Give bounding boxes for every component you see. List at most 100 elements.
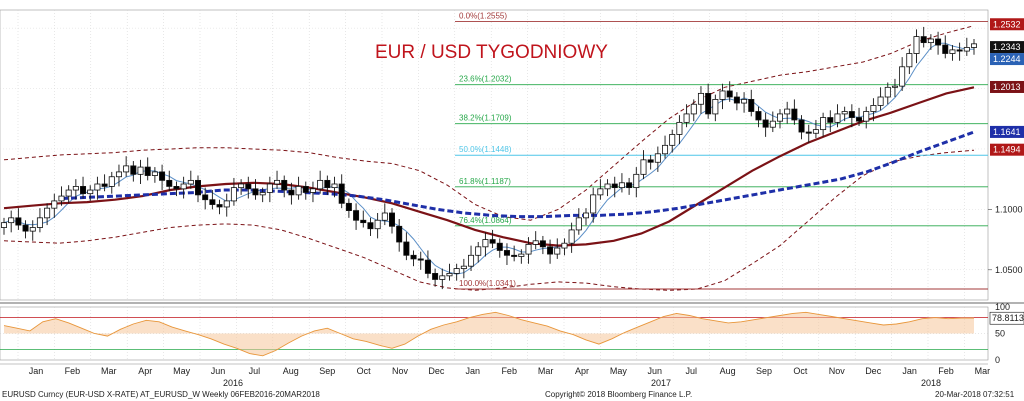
candle-body	[360, 219, 367, 224]
month-label: Aug	[720, 366, 736, 376]
month-label: Sep	[319, 366, 335, 376]
candle-body	[547, 246, 554, 255]
candle-body	[367, 222, 374, 230]
month-label: Oct	[357, 366, 372, 376]
candle-body	[29, 227, 36, 232]
candle-body	[388, 212, 395, 227]
candle-body	[281, 179, 288, 191]
moving-averages	[3, 42, 975, 275]
candle-body	[654, 153, 661, 163]
month-label: Sep	[756, 366, 772, 376]
oscillator-area	[4, 312, 974, 356]
candle-body	[841, 111, 848, 115]
candle-body	[662, 144, 669, 155]
price-tag-label: 1.2244	[993, 54, 1021, 64]
candle-body	[446, 273, 453, 277]
month-label: Nov	[829, 366, 846, 376]
candle-body	[87, 189, 94, 195]
candle-body	[187, 179, 194, 185]
candle-body	[130, 165, 137, 175]
candle-body	[209, 199, 216, 205]
candle-body	[353, 210, 360, 221]
candle-body	[123, 165, 130, 173]
price-tag-box	[990, 80, 1024, 93]
candle-body	[460, 265, 467, 269]
price-tick-label: 1.0500	[995, 265, 1023, 275]
price-tag: 1.1641	[990, 125, 1024, 138]
candle-body	[561, 242, 568, 249]
candle-body	[36, 217, 43, 228]
candle-body	[489, 239, 496, 244]
candle-body	[733, 96, 740, 104]
candle-body	[798, 119, 805, 133]
candle-body	[180, 183, 187, 190]
candle-body	[245, 183, 252, 190]
fib-level-label: 38.2%(1.1709)	[459, 114, 512, 123]
candle-body	[202, 194, 209, 201]
candle-body	[683, 113, 690, 123]
month-label: Mar	[975, 366, 991, 376]
candle-body	[575, 217, 582, 231]
month-label: Jul	[249, 366, 261, 376]
candle-body	[848, 111, 855, 118]
candle-body	[719, 90, 726, 100]
ma-short-line	[3, 42, 975, 275]
month-label: May	[610, 366, 628, 376]
grid	[0, 9, 1024, 361]
candle-body	[194, 179, 201, 196]
candle-body	[324, 179, 331, 189]
candle-body	[949, 49, 956, 54]
month-label: Jan	[902, 366, 917, 376]
candle-body	[115, 171, 122, 178]
candle-body	[870, 105, 877, 112]
candle-body	[410, 254, 417, 260]
candle-body	[72, 186, 79, 191]
candle-body	[913, 36, 920, 54]
candle-body	[705, 92, 712, 115]
candle-body	[252, 188, 259, 196]
month-label: Feb	[65, 366, 81, 376]
candle-body	[166, 179, 173, 187]
candle-body	[669, 134, 676, 146]
candle-body	[331, 183, 338, 189]
candle-body	[482, 239, 489, 248]
month-label: May	[173, 366, 191, 376]
candle-body	[230, 187, 237, 202]
candle-body	[891, 85, 898, 88]
price-tag-label: 1.2343	[993, 42, 1021, 52]
month-label: Jul	[685, 366, 697, 376]
price-tag: 1.2343	[990, 41, 1024, 54]
candle-body	[22, 224, 29, 232]
month-label: Oct	[793, 366, 808, 376]
candle-body	[317, 179, 324, 190]
price-tag: 1.1494	[990, 143, 1024, 156]
candle-body	[640, 159, 647, 175]
oscillator-tick-label: 0	[995, 355, 1000, 365]
candle-body	[820, 117, 827, 131]
candle-body	[812, 129, 819, 134]
candle-body	[611, 183, 618, 189]
candle-body	[805, 131, 812, 134]
candle-body	[288, 189, 295, 196]
month-label: Jan	[29, 366, 44, 376]
candle-body	[942, 44, 949, 54]
price-tag-box	[990, 143, 1024, 156]
candle-body	[338, 183, 345, 204]
price-axis: 1.1000 1.0500	[988, 204, 1023, 275]
time-axis: Jan Feb Mar Apr May Jun Jul Aug Sep Oct Nov Dec Jan F…	[0, 363, 991, 388]
candle-body	[554, 247, 561, 255]
candle-body	[971, 43, 978, 48]
month-label: Aug	[283, 366, 299, 376]
candle-body	[101, 183, 108, 187]
month-label: Jun	[648, 366, 663, 376]
month-label: Mar	[101, 366, 117, 376]
candle-body	[274, 179, 281, 185]
fib-level-label: 61.8%(1.1187)	[459, 177, 511, 186]
candle-body	[51, 200, 58, 209]
candle-body	[927, 38, 934, 44]
oscillator-panel: 100 50 0 78.8113	[0, 302, 1024, 365]
price-tag-label: 1.1641	[993, 127, 1021, 137]
candle-body	[453, 268, 460, 274]
candle-body	[173, 186, 180, 190]
bollinger-upper-line	[3, 25, 975, 221]
